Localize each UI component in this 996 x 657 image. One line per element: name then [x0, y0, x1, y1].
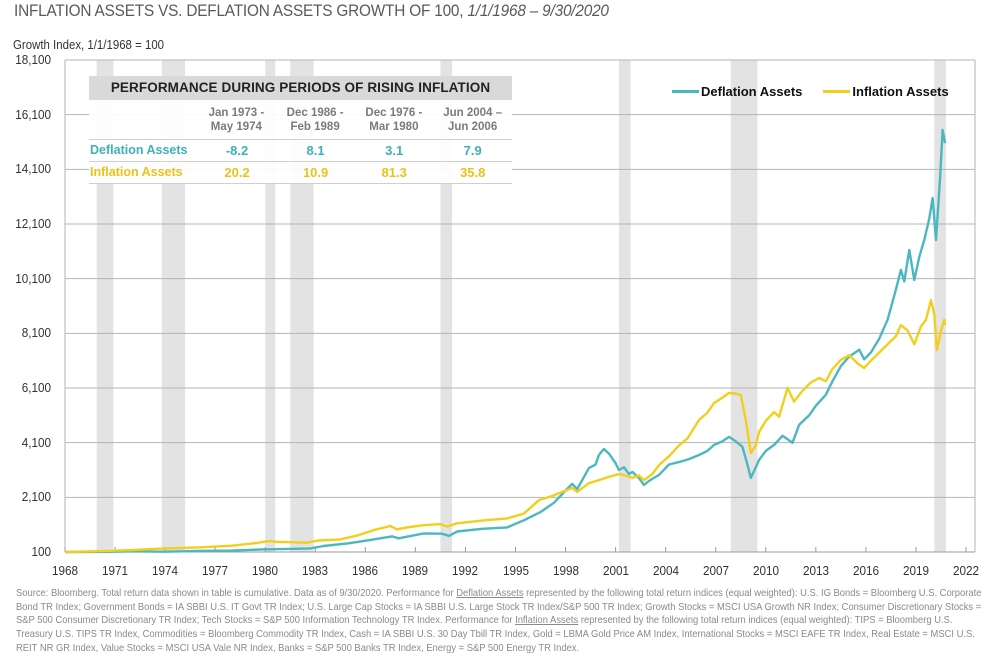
column-header-line2: Feb 1989: [290, 121, 340, 133]
y-tick-label: 10,100: [15, 270, 52, 286]
line-chart: [64, 59, 976, 554]
y-tick-label: 6,100: [21, 380, 51, 395]
performance-table: PERFORMANCE DURING PERIODS OF RISING INF…: [89, 76, 512, 184]
table-cell: 20.2: [224, 165, 250, 180]
chart-legend: Deflation Assets Inflation Assets: [672, 84, 970, 99]
column-header-line1: Dec 1986 -: [286, 107, 344, 119]
table-row-deflation: Deflation Assets -8.2 8.1 3.1 7.9: [89, 140, 512, 162]
inflation-assets-line: [64, 298, 947, 554]
legend-item-deflation: Deflation Assets: [672, 84, 802, 99]
y-tick-label: 2,100: [21, 489, 51, 505]
legend-swatch-inflation: [823, 90, 851, 93]
chart-title-main: INFLATION ASSETS VS. DEFLATION ASSETS GR…: [14, 2, 468, 20]
x-tick-label: 2016: [852, 563, 879, 578]
table-cell: 10.9: [302, 165, 329, 180]
x-tick-label: 1986: [352, 563, 379, 578]
x-tick-label: 2010: [752, 563, 779, 578]
footnote-text: represented by the following total retur…: [16, 615, 975, 654]
footnote-inflation-term: Inflation Assets: [515, 615, 579, 627]
y-tick-label: 4,100: [21, 434, 51, 450]
header-spacer: [89, 106, 197, 139]
legend-swatch-deflation: [672, 90, 699, 93]
table-cell: 3.1: [385, 143, 404, 158]
footnote: Source: Bloomberg. Total return data sho…: [16, 587, 991, 656]
recession-shading: [265, 60, 276, 552]
y-tick-label: 8,100: [21, 325, 51, 341]
recession-shading: [730, 60, 758, 552]
x-tick-label: 2007: [702, 563, 729, 578]
x-tick-label: 2019: [902, 563, 929, 578]
y-tick-label: 14,100: [15, 161, 52, 177]
column-header-line2: May 1974: [210, 121, 262, 133]
x-tick-label: 1977: [202, 563, 229, 578]
table-cell: 7.9: [463, 143, 482, 158]
column-header: Jun 2004 – Jun 2006: [433, 106, 512, 139]
footnote-deflation-term: Deflation Assets: [456, 588, 524, 599]
x-tick-label: 2022: [952, 563, 980, 578]
x-tick-label: 2004: [652, 563, 679, 578]
table-cell: 35.8: [460, 165, 486, 180]
table-cell: -8.2: [225, 143, 249, 158]
table-cell: 81.3: [381, 165, 407, 180]
x-tick-label: 1989: [402, 563, 429, 578]
performance-table-title: PERFORMANCE DURING PERIODS OF RISING INF…: [89, 76, 512, 100]
column-header: Dec 1976 - Mar 1980: [355, 106, 434, 139]
column-header-line1: Jan 1973 -: [208, 107, 265, 119]
legend-label: Inflation Assets: [852, 84, 949, 99]
legend-item-inflation: Inflation Assets: [823, 84, 949, 99]
legend-label: Deflation Assets: [701, 84, 803, 99]
column-header-line1: Jun 2004 –: [443, 107, 503, 119]
x-tick-label: 2013: [802, 563, 829, 578]
column-header-line2: Jun 2006: [448, 121, 498, 133]
recession-shading: [934, 60, 946, 552]
deflation-assets-line: [64, 128, 947, 554]
x-tick-label: 1971: [102, 563, 129, 578]
recession-shading: [618, 60, 631, 552]
y-tick-label: 12,100: [15, 216, 52, 231]
column-header-line1: Dec 1976 -: [365, 107, 423, 119]
x-tick-label: 1995: [502, 563, 529, 578]
y-tick-label: 100: [31, 544, 51, 559]
performance-table-header: Jan 1973 - May 1974 Dec 1986 - Feb 1989 De…: [89, 100, 512, 140]
chart-title: INFLATION ASSETS VS. DEFLATION ASSETS GR…: [14, 2, 609, 21]
x-tick-label: 1980: [252, 563, 279, 578]
column-header-line2: Mar 1980: [369, 121, 419, 133]
table-cell: 8.1: [306, 143, 325, 158]
recession-shading: [440, 60, 453, 552]
row-label: Deflation Assets: [90, 143, 188, 157]
x-tick-label: 1974: [152, 563, 179, 578]
footnote-text: represented by the following total retur…: [16, 588, 982, 627]
x-tick-label: 1992: [452, 563, 479, 578]
column-header: Dec 1986 - Feb 1989: [276, 106, 355, 139]
x-tick-label: 2001: [602, 563, 629, 578]
y-axis-label: Growth Index, 1/1/1968 = 100: [13, 37, 165, 52]
x-tick-label: 1998: [552, 563, 579, 578]
x-tick-label: 1983: [302, 563, 329, 578]
footnote-text: Source: Bloomberg. Total return data sho…: [16, 588, 457, 599]
x-tick-label: 1968: [51, 563, 79, 578]
chart-title-dates: 1/1/1968 – 9/30/2020: [467, 2, 609, 20]
y-tick-label: 16,100: [15, 106, 52, 122]
table-row-inflation: Inflation Assets 20.2 10.9 81.3 35.8: [89, 162, 512, 184]
row-label: Inflation Assets: [90, 165, 183, 179]
y-tick-label: 18,100: [15, 52, 52, 67]
column-header: Jan 1973 - May 1974: [197, 106, 276, 139]
